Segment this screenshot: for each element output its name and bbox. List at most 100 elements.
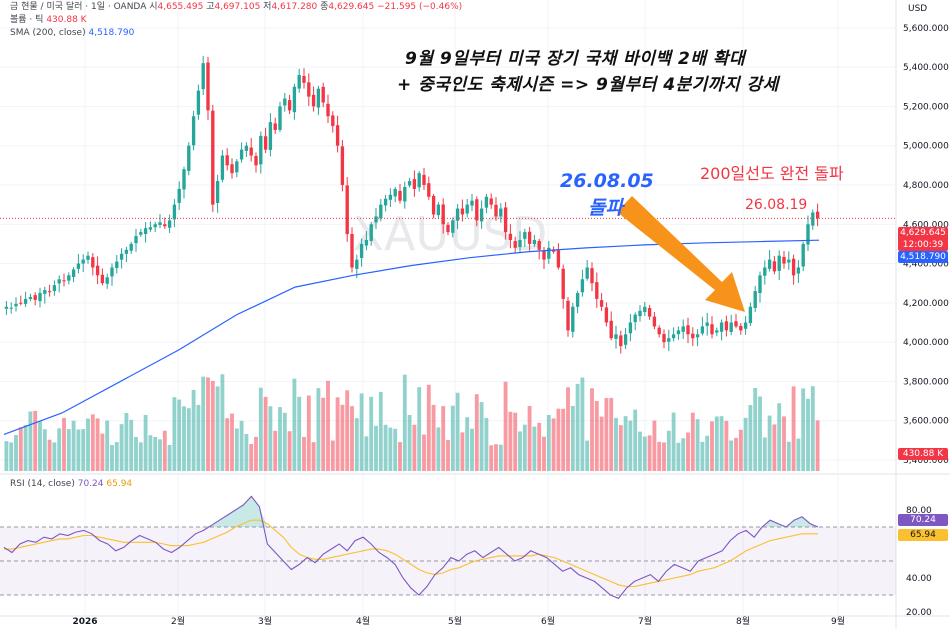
volume-bar — [230, 413, 234, 471]
candle-body — [767, 259, 772, 269]
rsi-ma-price-tag: 65.94 — [898, 529, 948, 541]
candle-body — [657, 327, 661, 335]
volume-bar — [249, 444, 254, 471]
volume-bar — [686, 432, 690, 471]
high-value: 4,697.105 — [214, 2, 261, 12]
candle-body — [801, 243, 805, 267]
volume-bar — [402, 374, 407, 471]
volume-bar — [690, 412, 695, 471]
time-tick-label: 3월 — [258, 615, 272, 627]
candle-body — [259, 135, 263, 165]
volume-label: 볼륨 · 틱 — [10, 15, 44, 25]
candle-body — [647, 308, 652, 317]
volume-bar — [114, 442, 119, 471]
volume-bar — [642, 436, 647, 471]
candle-body — [628, 322, 633, 334]
time-tick-label: 7월 — [638, 615, 652, 627]
candle-body — [393, 188, 397, 197]
volume-bar — [148, 435, 153, 471]
rsi-label: RSI (14, close) — [10, 479, 75, 489]
volume-legend: 볼륨 · 틱 430.88 K — [10, 14, 87, 26]
candle-body — [734, 321, 738, 327]
candle-body — [503, 207, 508, 233]
candle-body — [47, 291, 52, 293]
volume-bar — [18, 427, 23, 471]
volume-bar — [743, 417, 748, 471]
volume-bar — [498, 444, 503, 471]
candle-body — [595, 282, 599, 299]
volume-bar — [393, 428, 398, 471]
candle-body — [643, 306, 647, 313]
candle-body — [715, 330, 719, 333]
volume-bar — [801, 388, 806, 471]
volume-bar — [705, 435, 710, 471]
candle-body — [484, 196, 489, 208]
candle-body — [623, 334, 628, 345]
change-value: −21.595 (−0.46%) — [377, 2, 463, 12]
volume-bar — [537, 422, 542, 471]
volume-bar — [407, 414, 412, 471]
candle-body — [791, 258, 796, 276]
candle-body — [763, 267, 767, 276]
volume-bar — [594, 401, 599, 471]
sma-value: 4,518.790 — [88, 28, 135, 38]
volume-bar — [714, 416, 719, 471]
volume-bar — [417, 387, 422, 471]
candle-body — [307, 82, 311, 97]
volume-bar — [143, 414, 148, 471]
candle-body — [211, 110, 215, 205]
volume-bar — [542, 436, 546, 471]
volume-bar — [81, 429, 86, 471]
volume-bar — [484, 418, 489, 471]
rsi-tick-label: 80.00 — [906, 506, 932, 516]
candle-body — [619, 335, 623, 347]
volume-bar — [378, 391, 383, 471]
candle-body — [479, 208, 484, 222]
candle-body — [110, 267, 114, 277]
volume-bar — [206, 377, 210, 471]
volume-bar — [762, 437, 767, 471]
candle-body — [263, 136, 268, 150]
candle-body — [383, 198, 388, 206]
volume-bar — [42, 429, 47, 471]
sma-break-label: 200일선도 완전 돌파 — [700, 164, 844, 183]
volume-bar — [503, 381, 508, 471]
candle-body — [782, 256, 786, 264]
volume-bar — [364, 436, 369, 471]
candle-body — [671, 334, 676, 339]
volume-bar — [522, 424, 527, 471]
volume-bar — [460, 432, 465, 471]
volume-bar — [575, 383, 580, 471]
volume-bar — [566, 387, 570, 471]
volume-bar — [436, 427, 441, 471]
last-price-value: 4,629.645 — [900, 228, 946, 238]
volume-bar — [388, 427, 393, 471]
volume-bar — [374, 425, 378, 471]
volume-bar — [676, 442, 681, 471]
candle-body — [700, 326, 705, 334]
volume-price-tag: 430.88 K — [898, 448, 948, 460]
candle-body — [81, 259, 85, 264]
volume-bar — [455, 392, 460, 471]
sma-legend: SMA (200, close) 4,518.790 — [10, 27, 134, 39]
candle-body — [676, 330, 681, 335]
volume-bar — [681, 438, 686, 471]
candle-body — [191, 116, 196, 146]
volume-bar — [38, 421, 42, 471]
candle-body — [230, 164, 234, 174]
volume-bar — [489, 445, 494, 471]
volume-bar — [330, 440, 335, 471]
candle-body — [374, 216, 378, 223]
time-tick-label: 8월 — [736, 615, 750, 627]
volume-bar — [652, 420, 657, 471]
volume-bar — [287, 431, 292, 471]
volume-bar — [446, 439, 450, 471]
volume-bar — [561, 408, 566, 471]
price-tick-label: 5,000.000 — [903, 142, 949, 152]
time-tick-label: 9월 — [831, 615, 845, 627]
candle-body — [379, 204, 383, 219]
volume-bar — [758, 396, 762, 471]
candle-body — [57, 279, 61, 284]
